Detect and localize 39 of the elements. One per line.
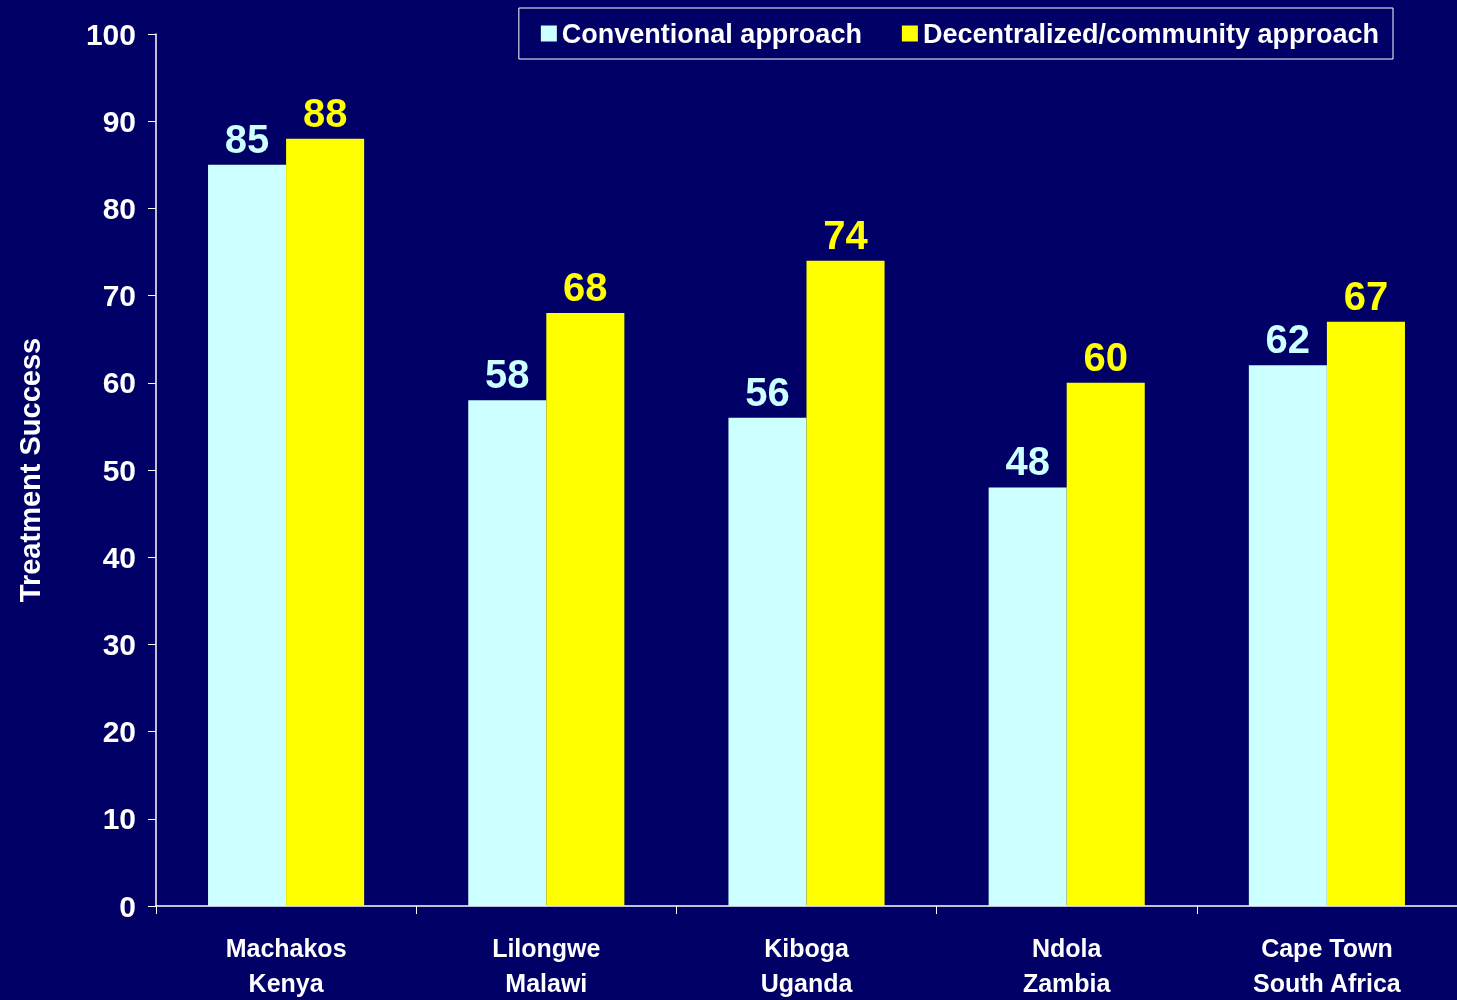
bar bbox=[1248, 365, 1327, 906]
bar bbox=[286, 138, 365, 906]
y-tick-label: 60 bbox=[102, 366, 136, 400]
data-label: 62 bbox=[1265, 317, 1311, 362]
legend-label: Conventional approach bbox=[561, 18, 862, 49]
y-tick-label: 80 bbox=[102, 191, 136, 225]
y-tick-label: 10 bbox=[102, 802, 136, 836]
x-tick-label: Kiboga Uganda bbox=[760, 933, 854, 997]
bar bbox=[988, 487, 1067, 906]
x-tick-label: Cape Town South Africa bbox=[1253, 933, 1402, 997]
x-tick-label: Machakos Kenya bbox=[225, 933, 347, 997]
x-tick-label: Lilongwe Malawi bbox=[492, 933, 601, 997]
bar bbox=[1066, 382, 1145, 906]
bar bbox=[806, 260, 885, 906]
y-tick-label: 100 bbox=[85, 17, 136, 51]
data-label: 67 bbox=[1343, 273, 1389, 318]
y-tick-label: 40 bbox=[102, 540, 136, 574]
y-tick-label: 30 bbox=[102, 627, 136, 661]
y-tick-label: 90 bbox=[102, 104, 136, 138]
y-tick-label: 20 bbox=[102, 715, 136, 749]
data-label: 58 bbox=[485, 352, 530, 397]
data-label: 56 bbox=[745, 369, 790, 414]
x-tick-label: Ndola Zambia bbox=[1022, 933, 1112, 997]
bar bbox=[546, 313, 625, 906]
y-tick-label: 50 bbox=[102, 453, 136, 487]
data-label: 60 bbox=[1083, 334, 1128, 379]
data-label: 74 bbox=[823, 212, 869, 257]
bar bbox=[1326, 321, 1405, 906]
bar bbox=[468, 400, 547, 906]
y-tick-label: 0 bbox=[119, 889, 136, 923]
bar bbox=[208, 164, 287, 906]
legend-label: Decentralized/community approach bbox=[922, 18, 1380, 49]
data-label: 88 bbox=[302, 90, 348, 135]
data-label: 85 bbox=[224, 116, 270, 161]
y-axis-title: Treatment Success bbox=[13, 337, 46, 603]
data-label: 68 bbox=[563, 265, 608, 310]
data-label: 48 bbox=[1005, 439, 1050, 484]
bar bbox=[728, 417, 807, 906]
y-tick-label: 70 bbox=[102, 279, 136, 313]
